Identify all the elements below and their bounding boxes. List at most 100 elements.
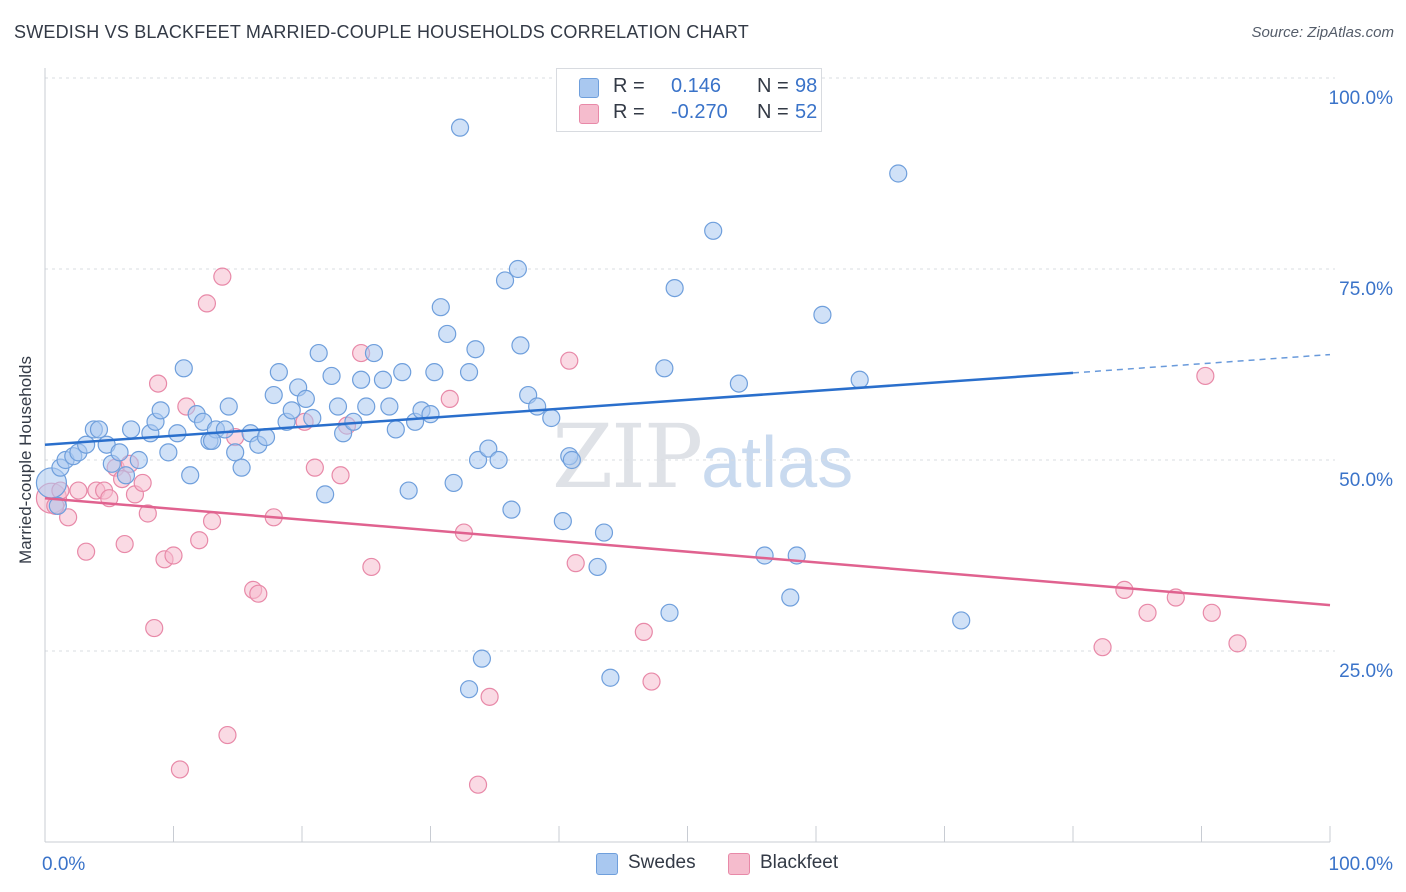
swedes-point bbox=[303, 408, 322, 428]
blackfeet-point bbox=[202, 512, 222, 531]
blackfeet-swatch bbox=[728, 853, 750, 875]
swedes-point bbox=[352, 370, 371, 389]
swedes-point bbox=[357, 397, 376, 416]
swedes-point bbox=[508, 259, 527, 279]
blackfeet-point bbox=[362, 557, 381, 577]
swedes-point bbox=[665, 279, 684, 298]
swedes-point bbox=[322, 366, 341, 386]
swedes-point bbox=[952, 611, 971, 630]
x-tick-label: 0.0% bbox=[42, 854, 85, 875]
swedes-points bbox=[35, 68, 971, 699]
swedes-point bbox=[459, 363, 479, 382]
swedes-point bbox=[269, 363, 288, 382]
blackfeet-point bbox=[213, 267, 232, 286]
swedes-point bbox=[528, 397, 547, 416]
blackfeet-points bbox=[35, 267, 1247, 794]
blackfeet-point bbox=[634, 622, 653, 642]
swedes-point bbox=[309, 343, 328, 363]
swedes-point bbox=[89, 420, 109, 439]
trend-lines bbox=[44, 353, 1331, 607]
blackfeet-point bbox=[69, 481, 88, 500]
swedes-point bbox=[489, 450, 508, 470]
blackfeet-point bbox=[1115, 580, 1134, 599]
swedes-trend-extension bbox=[1072, 353, 1331, 374]
source-label: Source: ZipAtlas.com bbox=[1251, 24, 1394, 41]
swedes-point bbox=[660, 603, 679, 622]
swedes-point bbox=[479, 439, 498, 458]
blackfeet-point bbox=[440, 389, 459, 408]
swedes-point bbox=[421, 405, 440, 424]
n-label: N = bbox=[757, 101, 789, 123]
swedes-point bbox=[562, 450, 581, 470]
swedes-point bbox=[444, 473, 463, 493]
swedes-point bbox=[729, 374, 749, 393]
swedes-point bbox=[116, 466, 136, 485]
grid-lines bbox=[45, 77, 1335, 652]
swedes-swatch bbox=[579, 78, 599, 98]
swedes-point bbox=[373, 370, 393, 389]
blackfeet-point bbox=[218, 725, 237, 745]
axes bbox=[44, 68, 1331, 843]
blackfeet-point bbox=[197, 294, 217, 313]
swedes-point bbox=[588, 557, 607, 577]
chart-title: SWEDISH VS BLACKFEET MARRIED-COUPLE HOUS… bbox=[14, 22, 749, 42]
blackfeet-point bbox=[115, 534, 134, 554]
legend-label-blackfeet: Blackfeet bbox=[760, 852, 839, 873]
n-label: N = bbox=[757, 75, 789, 97]
blackfeet-swatch bbox=[579, 104, 599, 124]
swedes-point bbox=[850, 370, 869, 389]
blackfeet-point bbox=[190, 531, 209, 550]
swedes-point bbox=[174, 359, 193, 378]
swedes-point bbox=[219, 397, 238, 416]
swedes-point bbox=[282, 401, 301, 420]
blackfeet-trend-line bbox=[44, 496, 1331, 607]
swedes-point bbox=[511, 336, 530, 355]
blackfeet-point bbox=[1196, 366, 1215, 386]
blackfeet-point bbox=[566, 554, 585, 573]
swedes-point bbox=[121, 420, 141, 439]
swedes-point bbox=[328, 397, 348, 416]
r-value: -0.270 bbox=[671, 101, 728, 123]
swedes-trend-line bbox=[44, 371, 1074, 446]
swedes-point bbox=[110, 443, 129, 462]
n-value: 52 bbox=[795, 101, 818, 123]
blackfeet-point bbox=[1228, 634, 1247, 653]
swedes-point bbox=[438, 324, 457, 344]
swedes-point bbox=[232, 458, 251, 477]
blackfeet-point bbox=[164, 546, 183, 565]
swedes-point bbox=[542, 408, 561, 428]
swedes-point bbox=[655, 359, 674, 378]
x-tick-label: 100.0% bbox=[1329, 854, 1394, 875]
blackfeet-point bbox=[77, 542, 96, 561]
blackfeet-point bbox=[305, 458, 324, 477]
swedes-point bbox=[129, 450, 148, 470]
swedes-point bbox=[181, 466, 200, 485]
legend-label-swedes: Swedes bbox=[628, 852, 696, 873]
swedes-point bbox=[77, 435, 96, 454]
blackfeet-point bbox=[642, 672, 661, 691]
swedes-point bbox=[553, 512, 572, 531]
watermark-atlas: atlas bbox=[701, 423, 854, 503]
y-tick-label: 25.0% bbox=[1339, 661, 1393, 682]
swedes-point bbox=[450, 118, 470, 137]
blackfeet-point bbox=[1093, 638, 1112, 657]
swedes-point bbox=[168, 424, 187, 443]
blackfeet-point bbox=[133, 473, 152, 493]
swedes-point bbox=[472, 649, 491, 668]
swedes-point bbox=[459, 680, 479, 699]
swedes-point bbox=[431, 298, 450, 317]
blackfeet-point bbox=[1138, 603, 1157, 622]
swedes-point bbox=[386, 420, 405, 439]
blackfeet-point bbox=[1202, 603, 1221, 622]
swedes-swatch bbox=[596, 853, 618, 875]
swedes-point bbox=[466, 340, 485, 359]
y-tick-label: 75.0% bbox=[1339, 279, 1393, 300]
swedes-point bbox=[594, 523, 614, 542]
swedes-point bbox=[159, 443, 178, 462]
blackfeet-point bbox=[249, 584, 268, 603]
swedes-point bbox=[202, 431, 222, 450]
y-tick-label: 50.0% bbox=[1339, 470, 1393, 491]
swedes-point bbox=[296, 389, 315, 408]
swedes-point bbox=[151, 401, 170, 420]
